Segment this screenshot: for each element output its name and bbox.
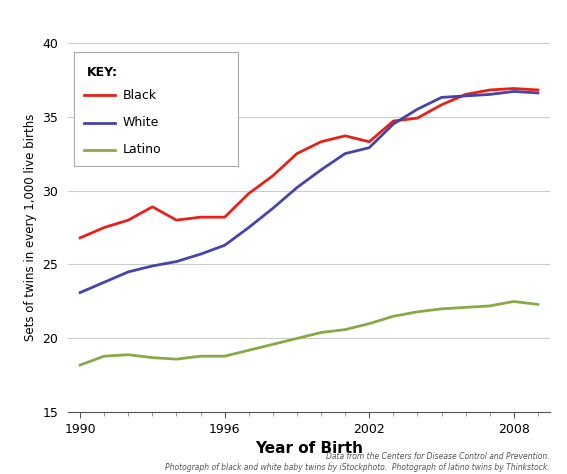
- Text: Latino: Latino: [123, 144, 162, 156]
- Text: Data from the Centers for Disease Control and Prevention.
Photograph of black an: Data from the Centers for Disease Contro…: [166, 452, 550, 472]
- Text: Black: Black: [123, 89, 157, 102]
- Text: KEY:: KEY:: [87, 66, 118, 79]
- Y-axis label: Sets of twins in every 1,000 live births: Sets of twins in every 1,000 live births: [24, 114, 37, 341]
- Text: BY RACE: BY RACE: [221, 11, 322, 31]
- X-axis label: Year of Birth: Year of Birth: [255, 441, 363, 456]
- Text: TWIN BIRTHS: TWIN BIRTHS: [53, 11, 218, 31]
- Text: White: White: [123, 116, 159, 129]
